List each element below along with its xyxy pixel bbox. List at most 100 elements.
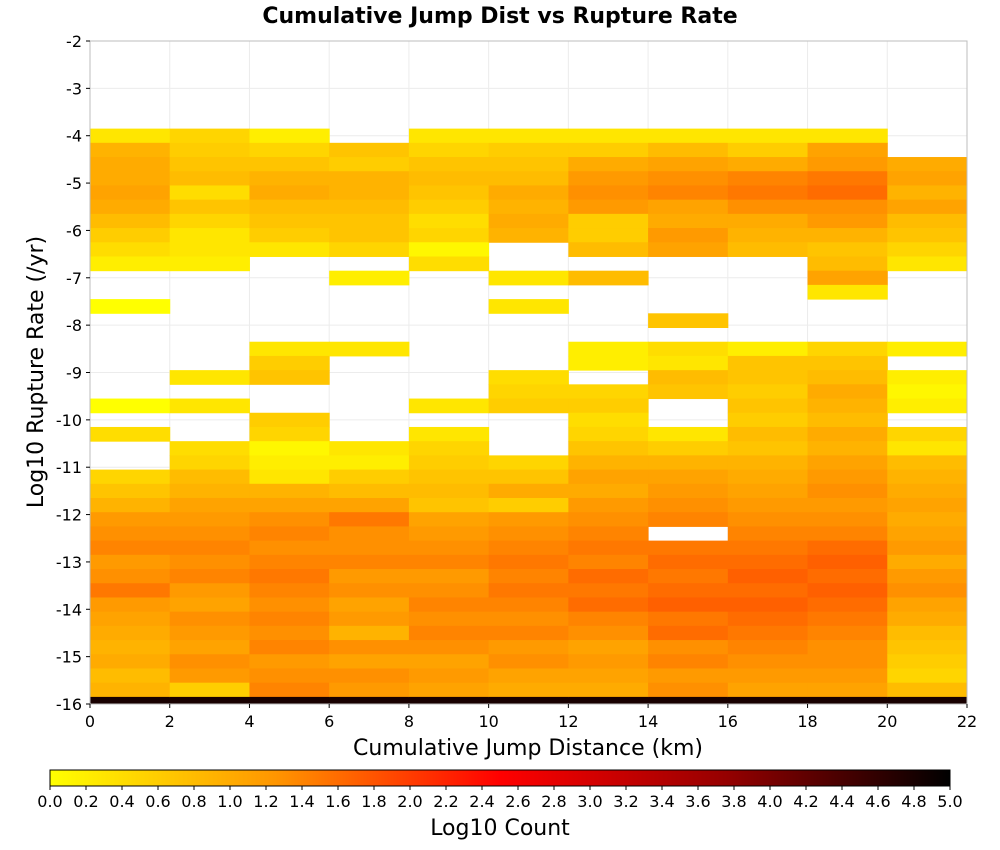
y-tick-label: -3 (66, 79, 82, 98)
heatmap-cell (408, 157, 490, 172)
heatmap-cell (408, 398, 490, 414)
heatmap-cells (90, 128, 968, 705)
heatmap-cell (648, 384, 729, 400)
heatmap-cell (727, 668, 809, 684)
heatmap-cell (329, 526, 410, 542)
heatmap-cell (568, 185, 649, 201)
heatmap-cell (648, 370, 729, 385)
heatmap-cell (727, 171, 809, 186)
heatmap-cell (727, 157, 809, 172)
heatmap-cell (648, 213, 729, 229)
heatmap-cell (887, 640, 968, 655)
heatmap-cell (408, 171, 490, 186)
heatmap-cell (169, 682, 250, 698)
heatmap-cell (887, 540, 968, 556)
heatmap-cell (488, 654, 569, 669)
heatmap-cell (329, 270, 410, 286)
heatmap-cell (408, 540, 490, 556)
heatmap-cell (169, 540, 250, 556)
y-tick-label: -5 (66, 174, 82, 193)
heatmap-cell (887, 625, 968, 641)
heatmap-cell (488, 540, 569, 556)
heatmap-cell (90, 483, 171, 499)
heatmap-cell (727, 682, 809, 698)
colorbar-tick-label: 4.8 (901, 792, 926, 811)
heatmap-cell (249, 512, 330, 527)
heatmap-cell (727, 554, 809, 570)
colorbar-tick-label: 5.0 (937, 792, 962, 811)
heatmap-cell (488, 299, 569, 314)
heatmap-cell (568, 583, 649, 598)
heatmap-cell (488, 384, 569, 400)
heatmap-cell (249, 370, 330, 385)
colorbar-label: Log10 Count (430, 816, 570, 841)
heatmap-cell (90, 426, 171, 442)
heatmap-cell (648, 554, 729, 570)
heatmap-cell (568, 455, 649, 471)
heatmap-cell (887, 441, 968, 456)
heatmap-cell (249, 583, 330, 598)
heatmap-cell (807, 171, 888, 186)
x-tick-label: 22 (957, 712, 977, 731)
x-tick-label: 6 (324, 712, 334, 731)
heatmap-cell (887, 256, 968, 272)
heatmap-cell (648, 583, 729, 598)
heatmap-cell (727, 441, 809, 456)
heatmap-cell (408, 554, 490, 570)
heatmap-cell (727, 512, 809, 527)
heatmap-cell (329, 483, 410, 499)
heatmap-cell (249, 526, 330, 542)
heatmap-cell (807, 384, 888, 400)
heatmap-cell (568, 611, 649, 627)
heatmap-cell (568, 213, 649, 229)
heatmap-cell (90, 157, 171, 172)
heatmap-cell (169, 128, 250, 144)
heatmap-cell (568, 625, 649, 641)
colorbar-tick-label: 0.8 (181, 792, 206, 811)
heatmap-cell (648, 668, 729, 684)
heatmap-cell (169, 654, 250, 669)
heatmap-cell (807, 682, 888, 698)
heatmap-cell (807, 355, 888, 371)
heatmap-cell (488, 682, 569, 698)
heatmap-cell (408, 228, 490, 243)
y-tick-label: -4 (66, 127, 82, 146)
heatmap-cell (648, 483, 729, 499)
heatmap-cell (249, 640, 330, 655)
colorbar-tick-label: 4.4 (829, 792, 854, 811)
heatmap-cell (727, 497, 809, 513)
heatmap-cell (249, 469, 330, 485)
heatmap-cell (807, 370, 888, 385)
heatmap-cell (169, 398, 250, 414)
heatmap-cell (90, 256, 171, 272)
heatmap-cell (408, 142, 490, 158)
x-tick-label: 2 (165, 712, 175, 731)
x-tick-label: 8 (404, 712, 414, 731)
heatmap-cell (568, 682, 649, 698)
y-tick-label: -8 (66, 316, 82, 335)
heatmap-cell (807, 441, 888, 456)
heatmap-cell (249, 611, 330, 627)
heatmap-cell (568, 412, 649, 428)
heatmap-cell (169, 142, 250, 158)
heatmap-cell (568, 199, 649, 215)
heatmap-cell (408, 199, 490, 215)
heatmap-cell (249, 341, 330, 357)
heatmap-cell (249, 483, 330, 499)
heatmap-cell (648, 696, 729, 705)
heatmap-cell (408, 469, 490, 485)
heatmap-cell (90, 640, 171, 655)
heatmap-cell (727, 398, 809, 414)
heatmap-cell (887, 171, 968, 186)
heatmap-cell (568, 128, 649, 144)
heatmap-cell (807, 341, 888, 357)
heatmap-cell (807, 654, 888, 669)
x-tick-label: 18 (797, 712, 817, 731)
heatmap-cell (169, 625, 250, 641)
heatmap-cell (90, 526, 171, 542)
heatmap-cell (249, 441, 330, 456)
heatmap-cell (169, 242, 250, 257)
heatmap-cell (329, 497, 410, 513)
heatmap-cell (249, 540, 330, 556)
heatmap-cell (807, 625, 888, 641)
